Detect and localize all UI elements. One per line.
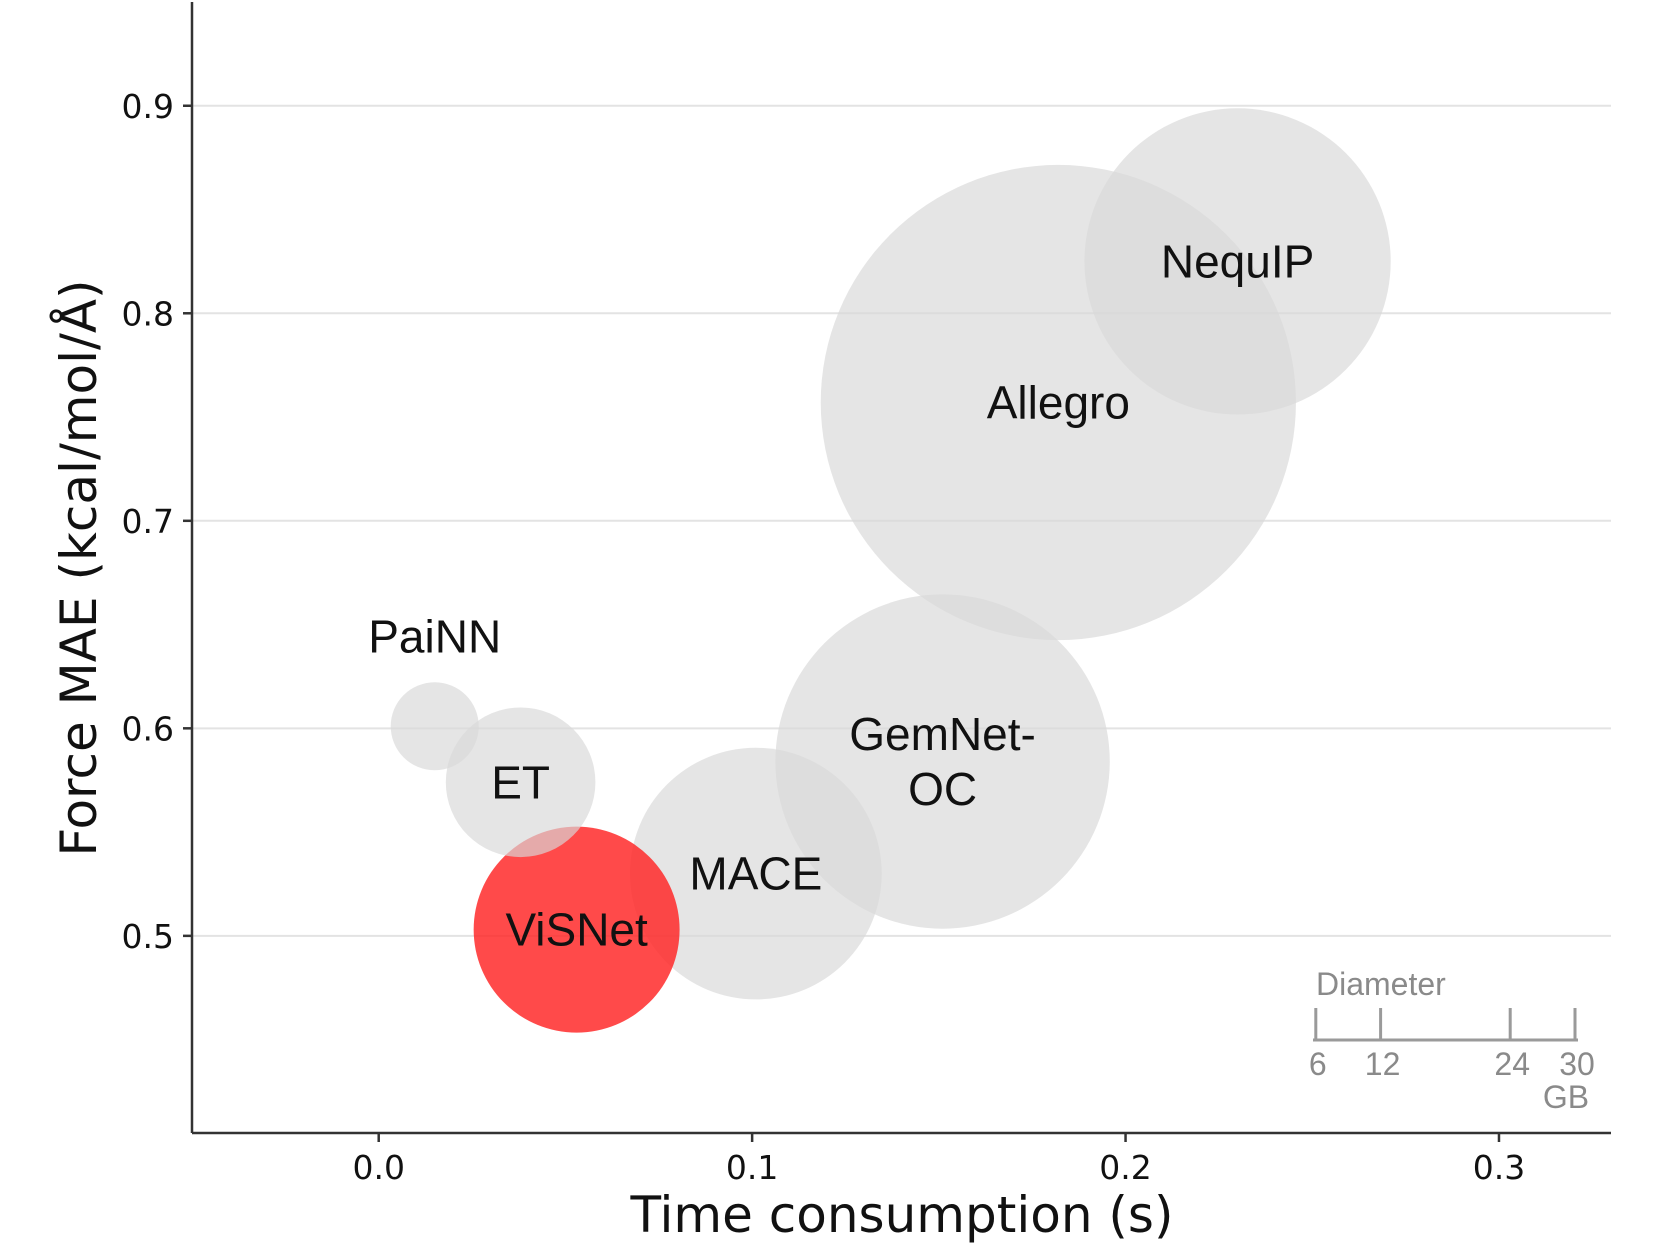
bubble-label-line: ViSNet bbox=[505, 904, 648, 956]
axes bbox=[190, 2, 1611, 1135]
legend-unit: GB bbox=[1543, 1079, 1589, 1115]
bubble-painn bbox=[390, 682, 479, 771]
bubble-label-line: Allegro bbox=[987, 377, 1130, 429]
x-tick-label: 0.0 bbox=[352, 1148, 404, 1187]
y-tick-label: 0.7 bbox=[122, 502, 174, 541]
bubble-visnet bbox=[473, 826, 680, 1033]
bubble-nequip bbox=[1084, 108, 1391, 415]
x-tick-label: 0.1 bbox=[726, 1148, 778, 1187]
bubble-label-line: GemNet- bbox=[849, 708, 1036, 760]
x-tick-label: 0.3 bbox=[1473, 1148, 1525, 1187]
y-tick-label: 0.5 bbox=[122, 917, 174, 956]
legend-tick-label: 24 bbox=[1494, 1046, 1530, 1082]
legend-ticks: 6 12 24 30 bbox=[1309, 1008, 1595, 1082]
size-legend: Diameter 6 12 24 30 GB bbox=[1309, 966, 1595, 1115]
bubble-label-line: NequIP bbox=[1161, 235, 1314, 287]
legend-tick-label: 30 bbox=[1559, 1046, 1595, 1082]
bubble-label-line: ET bbox=[491, 756, 550, 808]
y-tick-label: 0.8 bbox=[122, 294, 174, 333]
bubble-label-visnet: ViSNet bbox=[505, 904, 648, 956]
bubble-et bbox=[445, 707, 596, 858]
legend-title: Diameter bbox=[1316, 966, 1446, 1002]
legend-tick-label: 12 bbox=[1365, 1046, 1401, 1082]
bubble-label-layer: PaiNN ET ViSNet MACE GemNet-OC Allegro NequIP bbox=[368, 235, 1314, 955]
y-axis-ticks: 0.5 0.6 0.7 0.8 0.9 bbox=[122, 87, 192, 956]
bubble-label-line: PaiNN bbox=[368, 610, 501, 662]
bubble-mace bbox=[630, 747, 882, 1000]
legend-tick-label: 6 bbox=[1309, 1046, 1327, 1082]
x-tick-label: 0.2 bbox=[1099, 1148, 1151, 1187]
bubble-label-et: ET bbox=[491, 756, 550, 808]
bubble-label-allegro: Allegro bbox=[987, 377, 1130, 429]
bubble-label-gemnet-oc: GemNet-OC bbox=[849, 708, 1036, 815]
bubble-label-painn: PaiNN bbox=[368, 610, 501, 662]
bubble-label-line: OC bbox=[908, 763, 977, 815]
bubble-layer bbox=[390, 108, 1391, 1033]
y-axis-title: Force MAE (kcal/mol/Å) bbox=[50, 279, 108, 856]
y-tick-label: 0.6 bbox=[122, 709, 174, 748]
x-axis-ticks: 0.0 0.1 0.2 0.3 bbox=[352, 1133, 1525, 1187]
bubble-label-nequip: NequIP bbox=[1161, 235, 1314, 287]
y-tick-label: 0.9 bbox=[122, 87, 174, 126]
x-axis-title: Time consumption (s) bbox=[630, 1186, 1174, 1244]
bubble-label-line: MACE bbox=[689, 848, 822, 900]
bubble-label-mace: MACE bbox=[689, 848, 822, 900]
